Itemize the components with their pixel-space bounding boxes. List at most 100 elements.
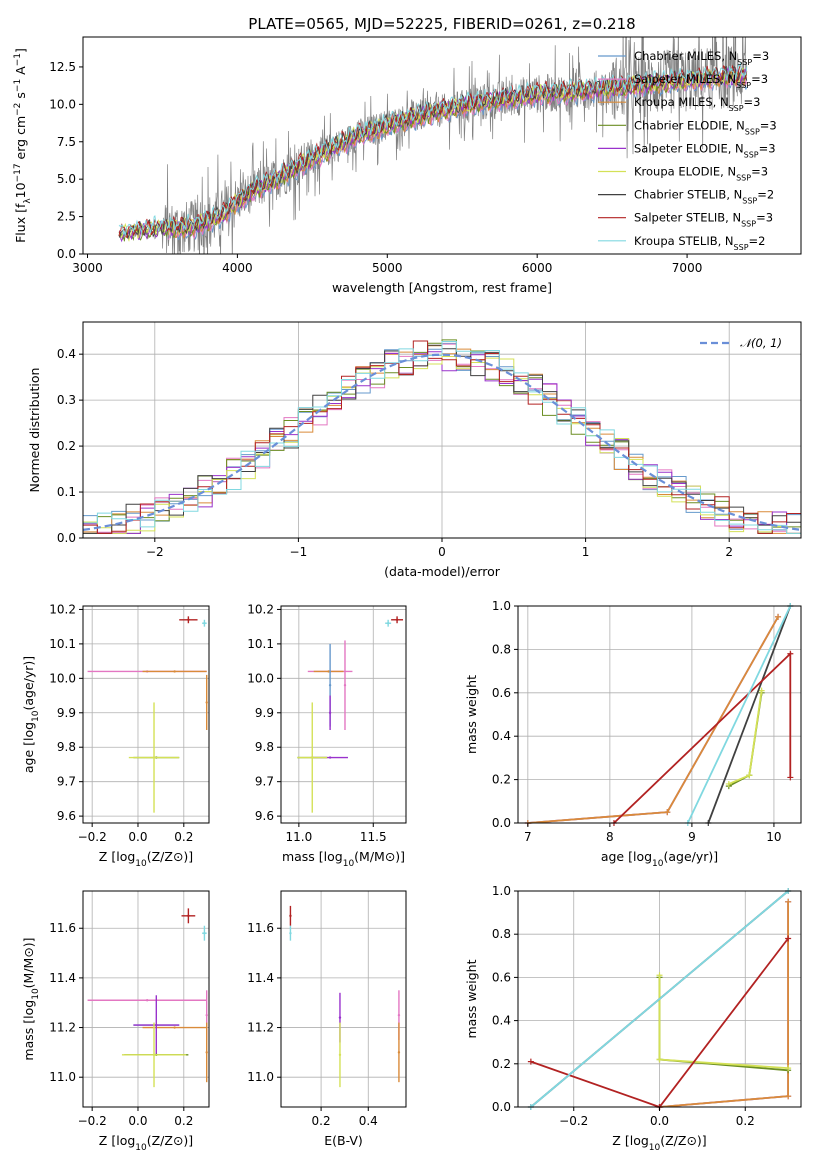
axes-frame — [82, 890, 210, 1108]
legend-label: 𝒩(0, 1) — [740, 336, 782, 350]
legend-label: Chabrier ELODIE, NSSP=3 — [634, 118, 777, 136]
x-tick-label: 7000 — [672, 261, 703, 275]
mass-weight-line — [686, 605, 792, 824]
label-part: Flux [f — [13, 203, 28, 243]
x-axis-label: age [log10(age/yr)] — [601, 849, 718, 869]
label-part: Z [ — [612, 1133, 629, 1148]
label-part: A — [13, 66, 28, 79]
legend-subscript: SSP — [736, 81, 751, 90]
legend-suffix: =2 — [757, 188, 774, 202]
x-tick-label: −0.2 — [559, 1114, 588, 1128]
y-tick-label: 11.0 — [247, 1070, 274, 1084]
label-part: (Z/Z⊙)] — [147, 1133, 193, 1148]
y-tick-label: 9.6 — [255, 809, 274, 823]
y-tick-label: 10.2 — [49, 602, 76, 616]
label-part: log — [21, 1000, 36, 1019]
y-tick-label: 0.8 — [492, 642, 511, 656]
y-tick-label: 0.3 — [57, 393, 76, 407]
x-tick-label: 0.2 — [736, 1114, 755, 1128]
label-subscript: 10 — [343, 859, 355, 869]
y-tick-label: 0.0 — [57, 247, 76, 261]
data-point — [328, 711, 332, 714]
y-tick-label: 0.2 — [492, 773, 511, 787]
massweight-vs-Z-panel: −0.2 0.0 0.2 0.0 0.2 0.4 0.6 0.8 1.0 Z [log10(Z/Z… — [464, 884, 802, 1153]
x-tick-label: 1 — [582, 545, 590, 559]
label-part: −2 — [13, 103, 23, 116]
model-spectrum — [118, 64, 748, 239]
legend-subscript: SSP — [729, 104, 744, 113]
label-part: wavelength [Angstrom, rest frame] — [332, 280, 552, 295]
histogram-series — [83, 341, 801, 534]
mass-weight-line — [530, 890, 789, 1108]
label-subscript: 10 — [135, 1143, 147, 1153]
y-tick-label: 11.2 — [49, 1021, 76, 1035]
data-point — [664, 809, 671, 816]
y-tick-label: 10.0 — [247, 671, 274, 685]
y-tick-label: 10.0 — [49, 97, 76, 111]
y-tick-label: 9.8 — [57, 740, 76, 754]
data-point — [725, 780, 732, 787]
y-tick-label: 9.8 — [255, 740, 274, 754]
legend-suffix: =3 — [752, 49, 769, 63]
axes-frame — [82, 36, 802, 255]
data-point — [203, 622, 206, 625]
data-point — [785, 1093, 792, 1100]
data-point — [397, 1051, 401, 1054]
y-tick-label: 11.6 — [247, 921, 274, 935]
x-tick-label: 0.0 — [650, 1114, 669, 1128]
data-point — [205, 701, 208, 704]
legend-label: Kroupa STELIB, NSSP=2 — [634, 234, 765, 252]
y-tick-label: 0.6 — [492, 970, 511, 984]
data-point — [152, 756, 156, 759]
label-part: (M/M⊙)] — [354, 849, 405, 864]
y-axis-label: mass [log10(M/M⊙)] — [21, 937, 41, 1060]
chart-title: PLATE=0565, MJD=52225, FIBERID=0261, z=0… — [248, 15, 635, 33]
legend-text: Chabrier MILES, N — [634, 49, 737, 63]
legend-suffix: =3 — [751, 165, 768, 179]
y-tick-label: 5.0 — [57, 172, 76, 186]
x-tick-label: 0.2 — [174, 830, 193, 844]
label-subscript: 10 — [649, 1143, 661, 1153]
age-vs-mass-panel: 11.0 11.5 9.6 9.7 9.8 9.9 10.0 10.1 10.2 mass [lo… — [247, 602, 407, 869]
legend-suffix: =3 — [751, 72, 768, 86]
x-tick-label: −1 — [290, 545, 308, 559]
mass-weight-line — [527, 616, 779, 824]
mass-weight-line — [613, 651, 792, 824]
axes-frame — [280, 890, 407, 1108]
x-tick-label: 0.2 — [174, 1114, 193, 1128]
label-part: Z [ — [99, 1133, 116, 1148]
x-tick-label: 7 — [524, 830, 532, 844]
axes-frame — [280, 605, 407, 824]
x-tick-label: 0.0 — [128, 830, 147, 844]
label-subscript: 10 — [31, 988, 41, 1000]
label-part: log — [324, 849, 343, 864]
data-point — [289, 932, 292, 935]
legend-subscript: SSP — [744, 150, 759, 159]
mass-vs-ebv-panel: 0.2 0.4 11.0 11.2 11.4 11.6 E(B-V) — [247, 890, 407, 1148]
legend-text: Chabrier ELODIE, N — [634, 118, 745, 132]
legend-subscript: SSP — [741, 219, 756, 228]
label-part: (Z/Z⊙)] — [660, 1133, 706, 1148]
y-axis-label: Flux [fλ10−17 erg cm−2 s−1 A−1] — [13, 48, 33, 243]
data-point — [746, 772, 753, 779]
label-part: (Z/Z⊙)] — [147, 849, 193, 864]
mass-weight-line — [728, 690, 763, 785]
mass-weight-line — [659, 901, 789, 1108]
y-tick-label: 1.0 — [492, 599, 511, 613]
y-tick-label: 10.1 — [247, 637, 274, 651]
y-tick-label: 11.2 — [247, 1021, 274, 1035]
y-tick-label: 0.6 — [492, 686, 511, 700]
spectrum-panel: 3000 4000 5000 6000 7000 0.0 2.5 5.0 7.5 10.0 12.5… — [13, 15, 802, 295]
legend-text: Salpeter MILES, N — [634, 72, 736, 86]
x-axis-label: wavelength [Angstrom, rest frame] — [332, 280, 552, 295]
legend-suffix: =3 — [760, 118, 777, 132]
data-point — [338, 1016, 342, 1019]
data-point — [152, 1053, 156, 1057]
data-point — [205, 1013, 208, 1017]
axes-frame — [82, 605, 210, 824]
label-part: −17 — [13, 163, 23, 182]
label-part: mass [ — [282, 849, 324, 864]
data-point — [187, 914, 190, 918]
